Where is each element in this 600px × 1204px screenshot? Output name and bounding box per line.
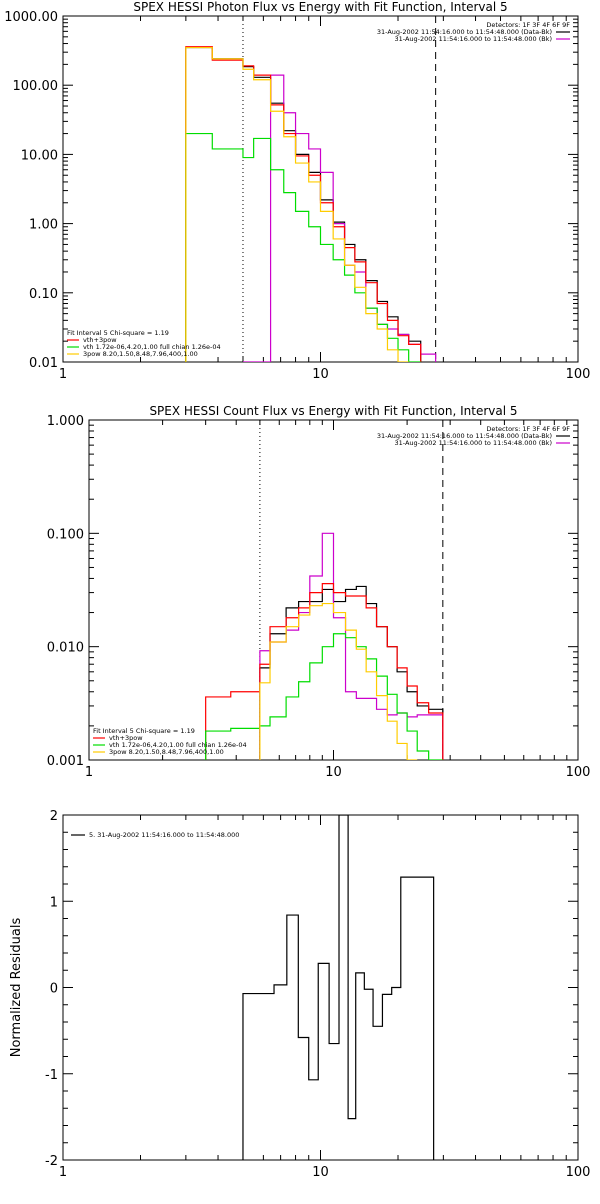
legend-bottom-left-text: 3pow 8.20,1.50,8.48,7.96,400,1.00 (109, 748, 224, 756)
chart-title: SPEX HESSI Count Flux vs Energy with Fit… (149, 404, 517, 418)
legend-top-right-text: 31-Aug-2002 11:54:16.000 to 11:54:48.000… (377, 28, 552, 36)
legend-top-left-text: 5. 31-Aug-2002 11:54:16.000 to 11:54:48.… (89, 831, 239, 839)
chart-panel-2: SPEX HESSI Count Flux vs Energy with Fit… (47, 404, 591, 780)
x-tick-label: 10 (325, 765, 342, 780)
series-4-histogram (185, 132, 421, 362)
legend-bottom-left-text: 3pow 8.20,1.50,8.48,7.96,400,1.00 (83, 350, 198, 358)
x-axis: 1 10 100 (59, 16, 591, 382)
y-tick-label: 1.00 (29, 218, 58, 233)
chart-title: SPEX HESSI Photon Flux vs Energy with Fi… (133, 0, 507, 14)
y-tick-label: 1.000 (47, 414, 84, 429)
x-tick-label: 1 (59, 367, 67, 382)
series-2-histogram (242, 74, 437, 362)
y-tick-label: -1 (45, 1068, 58, 1083)
y-tick-label: 0.10 (29, 287, 58, 302)
y-tick-label: 100.00 (13, 79, 59, 94)
y-tick-label: 10.00 (21, 148, 58, 163)
y-tick-label: 0.100 (47, 527, 84, 542)
series-2-histogram (259, 532, 444, 760)
x-tick-label: 100 (566, 765, 591, 780)
series-4-histogram (205, 633, 443, 760)
legend-top-right-text: Detectors: 1F 3F 4F 6F 9F (486, 21, 570, 29)
x-tick-label: 10 (312, 1165, 329, 1180)
y-axis: 1.000 0.100 0.010 0.001 (47, 414, 578, 769)
series-1-histogram (242, 815, 435, 1160)
y-tick-label: 0 (50, 982, 58, 997)
series-1-histogram (259, 585, 444, 760)
series-5-histogram (259, 602, 418, 760)
y-tick-label: 2 (50, 809, 58, 824)
x-tick-label: 1 (85, 765, 93, 780)
x-tick-label: 100 (566, 1165, 591, 1180)
y-axis: 2 1 0 -1 -2 (45, 809, 578, 1169)
plot-frame (62, 814, 579, 1161)
chart-panel-1: SPEX HESSI Photon Flux vs Energy with Fi… (4, 0, 590, 382)
y-tick-label: 1 (50, 895, 58, 910)
legend-bottom-left-text: vth+3pow (83, 336, 117, 344)
x-tick-label: 10 (312, 367, 329, 382)
x-tick-label: 1 (59, 1165, 67, 1180)
y-tick-label: 0.001 (47, 754, 84, 769)
y-axis-label: Normalized Residuals (9, 918, 24, 1058)
legend-bottom-left-text: Fit Interval 5 Chi-square = 1.19 (67, 329, 169, 337)
legend-top-right-text: 31-Aug-2002 11:54:16.000 to 11:54:48.000… (395, 439, 552, 447)
series-3-histogram (185, 46, 422, 362)
y-tick-label: -2 (45, 1154, 58, 1169)
legend-bottom-left-text: vth 1.72e-06,4.20,1.00 full chian 1.26e-… (83, 343, 221, 351)
y-tick-label: 1000.00 (4, 10, 58, 25)
series-3-histogram (205, 583, 444, 760)
x-axis: 1 10 100 (85, 420, 591, 780)
legend-bottom-left-text: Fit Interval 5 Chi-square = 1.19 (93, 727, 195, 735)
legend-top-right-text: 31-Aug-2002 11:54:16.000 to 11:54:48.000… (377, 432, 552, 440)
x-axis: 1 10 100 (59, 815, 591, 1180)
legend-bottom-left-text: vth+3pow (109, 734, 143, 742)
y-axis: 1000.00 100.00 10.00 1.00 0.10 0.01 (4, 10, 578, 371)
x-tick-label: 100 (566, 367, 591, 382)
legend-bottom-left-text: vth 1.72e-06,4.20,1.00 full chian 1.26e-… (109, 741, 247, 749)
legend-top-right-text: Detectors: 1F 3F 4F 6F 9F (486, 425, 570, 433)
legend-top-right-text: 31-Aug-2002 11:54:16.000 to 11:54:48.000… (395, 35, 552, 43)
series-1-histogram (185, 46, 422, 362)
series-5-histogram (185, 46, 409, 362)
y-tick-label: 0.01 (29, 356, 58, 371)
y-tick-label: 0.010 (47, 641, 84, 656)
